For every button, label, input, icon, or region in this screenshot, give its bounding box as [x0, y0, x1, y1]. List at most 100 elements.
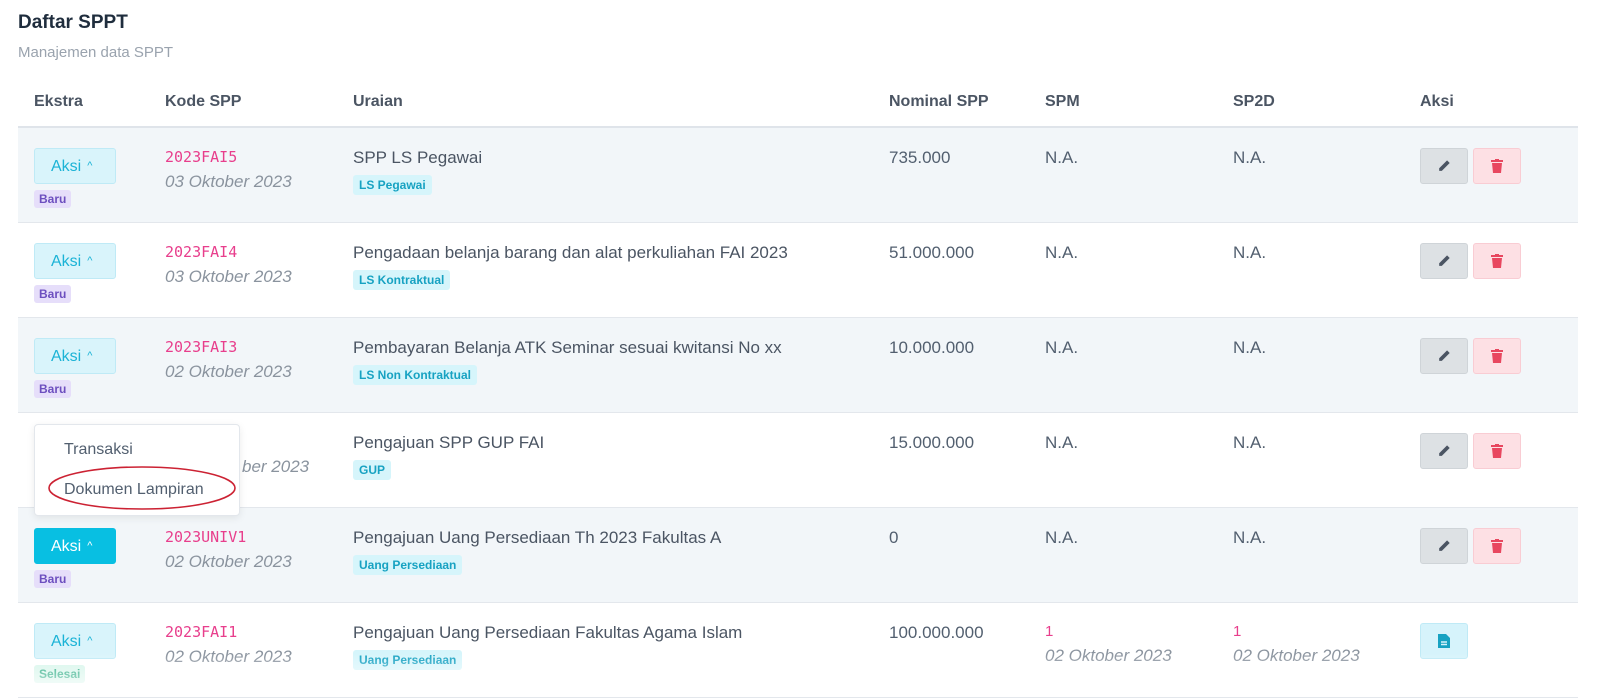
kode-cell: 2023UNIV1 02 Oktober 2023	[149, 507, 337, 603]
chevron-up-icon: ^	[87, 540, 93, 552]
sp2d-cell: N.A.	[1217, 412, 1404, 508]
uraian-cell: SPP LS Pegawai LS Pegawai	[337, 127, 873, 223]
uraian-text: Pembayaran Belanja ATK Seminar sesuai kw…	[353, 338, 782, 357]
spm-cell: N.A.	[1029, 507, 1217, 603]
table-row: Aksi ^ Baru 2023FAI5 03 Oktober 2023 SPP …	[18, 127, 1578, 223]
uraian-text: Pengadaan belanja barang dan alat perkul…	[353, 243, 788, 262]
edit-button[interactable]	[1420, 528, 1468, 564]
uraian-text: Pengajuan Uang Persediaan Th 2023 Fakult…	[353, 528, 722, 547]
pencil-icon	[1439, 350, 1450, 361]
spm-cell: N.A.	[1029, 317, 1217, 413]
trash-icon	[1491, 159, 1503, 173]
chevron-up-icon: ^	[87, 160, 93, 172]
edit-button[interactable]	[1420, 148, 1468, 184]
table-row: ber 2023 Pengajuan SPP GUP FAI GUP 15.00…	[18, 412, 1578, 508]
kode-spp: 2023FAI3	[165, 338, 238, 356]
table-row: Aksi ^ Baru 2023FAI4 03 Oktober 2023 Peng…	[18, 222, 1578, 318]
kode-spp: 2023FAI1	[165, 623, 238, 641]
kode-date: 02 Oktober 2023	[165, 362, 292, 381]
col-header-uraian: Uraian	[337, 78, 873, 128]
uraian-cell: Pengajuan Uang Persediaan Th 2023 Fakult…	[337, 507, 873, 603]
document-button[interactable]	[1420, 623, 1468, 659]
kode-date: 03 Oktober 2023	[165, 267, 292, 286]
spm-cell: 1 02 Oktober 2023	[1029, 602, 1217, 698]
delete-button[interactable]	[1473, 148, 1521, 184]
kode-spp: 2023UNIV1	[165, 528, 247, 546]
ekstra-cell: Aksi ^ Baru	[18, 127, 149, 223]
table-row: Aksi ^ Selesai 2023FAI1 02 Oktober 2023 P…	[18, 602, 1578, 698]
pencil-icon	[1439, 540, 1450, 551]
dropdown-item-dokumen-lampiran[interactable]: Dokumen Lampiran	[64, 481, 204, 498]
page-title: Daftar SPPT	[18, 12, 128, 33]
sp2d-cell: N.A.	[1217, 127, 1404, 223]
chevron-up-icon: ^	[87, 350, 93, 362]
aksi-dropdown-button-active[interactable]: Aksi ^	[34, 528, 116, 564]
delete-button[interactable]	[1473, 528, 1521, 564]
kode-date: 02 Oktober 2023	[165, 552, 292, 571]
nominal-cell: 0	[873, 507, 1029, 603]
aksi-dropdown-button[interactable]: Aksi ^	[34, 148, 116, 184]
aksi-label: Aksi	[51, 538, 82, 555]
aksi-cell	[1404, 412, 1578, 508]
nominal-cell: 100.000.000	[873, 602, 1029, 698]
kode-cell: 2023FAI3 02 Oktober 2023	[149, 317, 337, 413]
aksi-dropdown-menu: Transaksi Dokumen Lampiran	[34, 424, 240, 516]
aksi-dropdown-button[interactable]: Aksi ^	[34, 243, 116, 279]
kode-date: 02 Oktober 2023	[165, 647, 292, 666]
edit-button[interactable]	[1420, 338, 1468, 374]
document-icon	[1438, 634, 1450, 648]
aksi-dropdown-button[interactable]: Aksi ^	[34, 623, 116, 659]
sp2d-cell: 1 02 Oktober 2023	[1217, 602, 1404, 698]
delete-button[interactable]	[1473, 433, 1521, 469]
aksi-cell	[1404, 222, 1578, 318]
col-header-aksi: Aksi	[1404, 78, 1578, 128]
aksi-cell	[1404, 507, 1578, 603]
uraian-cell: Pembayaran Belanja ATK Seminar sesuai kw…	[337, 317, 873, 413]
edit-button[interactable]	[1420, 243, 1468, 279]
spm-number: 1	[1045, 623, 1054, 640]
aksi-label: Aksi	[51, 253, 82, 270]
sp2d-number: 1	[1233, 623, 1242, 640]
aksi-dropdown-button[interactable]: Aksi ^	[34, 338, 116, 374]
ekstra-cell: Aksi ^ Baru	[18, 222, 149, 318]
nominal-cell: 15.000.000	[873, 412, 1029, 508]
status-badge: Baru	[34, 380, 72, 398]
chevron-up-icon: ^	[87, 255, 93, 267]
kode-spp: 2023FAI5	[165, 148, 238, 166]
uraian-text: SPP LS Pegawai	[353, 148, 483, 167]
chevron-up-icon: ^	[87, 635, 93, 647]
sp2d-date: 02 Oktober 2023	[1233, 646, 1360, 665]
jenis-badge: Uang Persediaan	[353, 555, 463, 575]
delete-button[interactable]	[1473, 243, 1521, 279]
jenis-badge: Uang Persediaan	[353, 650, 463, 670]
ekstra-cell: Aksi ^ Selesai	[18, 602, 149, 698]
trash-icon	[1491, 444, 1503, 458]
status-badge: Baru	[34, 190, 72, 208]
uraian-text: Pengajuan Uang Persediaan Fakultas Agama…	[353, 623, 743, 642]
col-header-ekstra: Ekstra	[18, 78, 149, 128]
kode-date: 03 Oktober 2023	[165, 172, 292, 191]
jenis-badge: LS Pegawai	[353, 175, 432, 195]
nominal-cell: 10.000.000	[873, 317, 1029, 413]
uraian-cell: Pengajuan Uang Persediaan Fakultas Agama…	[337, 602, 873, 698]
col-header-nominal: Nominal SPP	[873, 78, 1029, 128]
col-header-kode: Kode SPP	[149, 78, 337, 128]
kode-spp: 2023FAI4	[165, 243, 238, 261]
jenis-badge: GUP	[353, 460, 392, 480]
spm-cell: N.A.	[1029, 222, 1217, 318]
status-badge: Selesai	[34, 665, 86, 683]
col-header-sp2d: SP2D	[1217, 78, 1404, 128]
sp2d-cell: N.A.	[1217, 507, 1404, 603]
ekstra-cell: Aksi ^ Baru	[18, 317, 149, 413]
kode-date-partial: ber 2023	[242, 457, 310, 476]
nominal-cell: 51.000.000	[873, 222, 1029, 318]
edit-button[interactable]	[1420, 433, 1468, 469]
table-row: Aksi ^ Baru 2023FAI3 02 Oktober 2023 Pemb…	[18, 317, 1578, 413]
delete-button[interactable]	[1473, 338, 1521, 374]
nominal-cell: 735.000	[873, 127, 1029, 223]
page-header: Daftar SPPT Manajemen data SPPT	[18, 12, 173, 61]
aksi-cell	[1404, 317, 1578, 413]
dropdown-item-transaksi[interactable]: Transaksi	[64, 441, 133, 458]
trash-icon	[1491, 254, 1503, 268]
table-row: Aksi ^ Baru 2023UNIV1 02 Oktober 2023 Pen…	[18, 507, 1578, 603]
